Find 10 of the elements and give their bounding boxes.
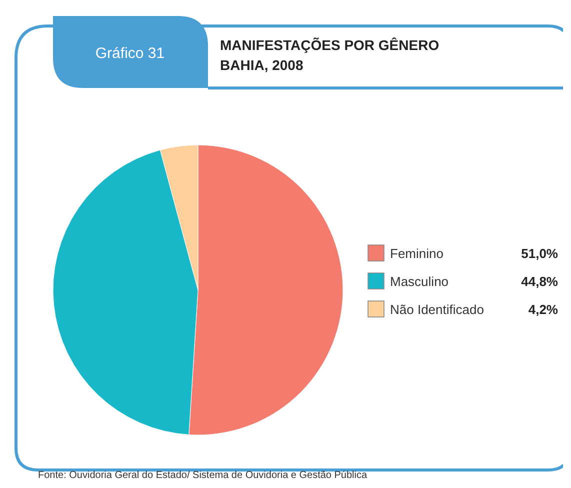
source-note: Fonte: Ouvidoria Geral do Estado/ Sistema de Ouvidoria e Gestão Pública: [38, 470, 368, 481]
data-label: 4,2%: [528, 302, 558, 317]
legend-label: Masculino: [390, 274, 449, 289]
data-label: 51,0%: [521, 246, 558, 261]
data-label: 44,8%: [521, 274, 558, 289]
chart-title: MANIFESTAÇÕES POR GÊNERO: [220, 37, 440, 53]
text: Gráfico 31: [95, 45, 165, 62]
legend-label: Feminino: [390, 246, 444, 261]
chart-subtitle: BAHIA, 2008: [220, 57, 304, 73]
legend-label: Não Identificado: [390, 302, 484, 317]
